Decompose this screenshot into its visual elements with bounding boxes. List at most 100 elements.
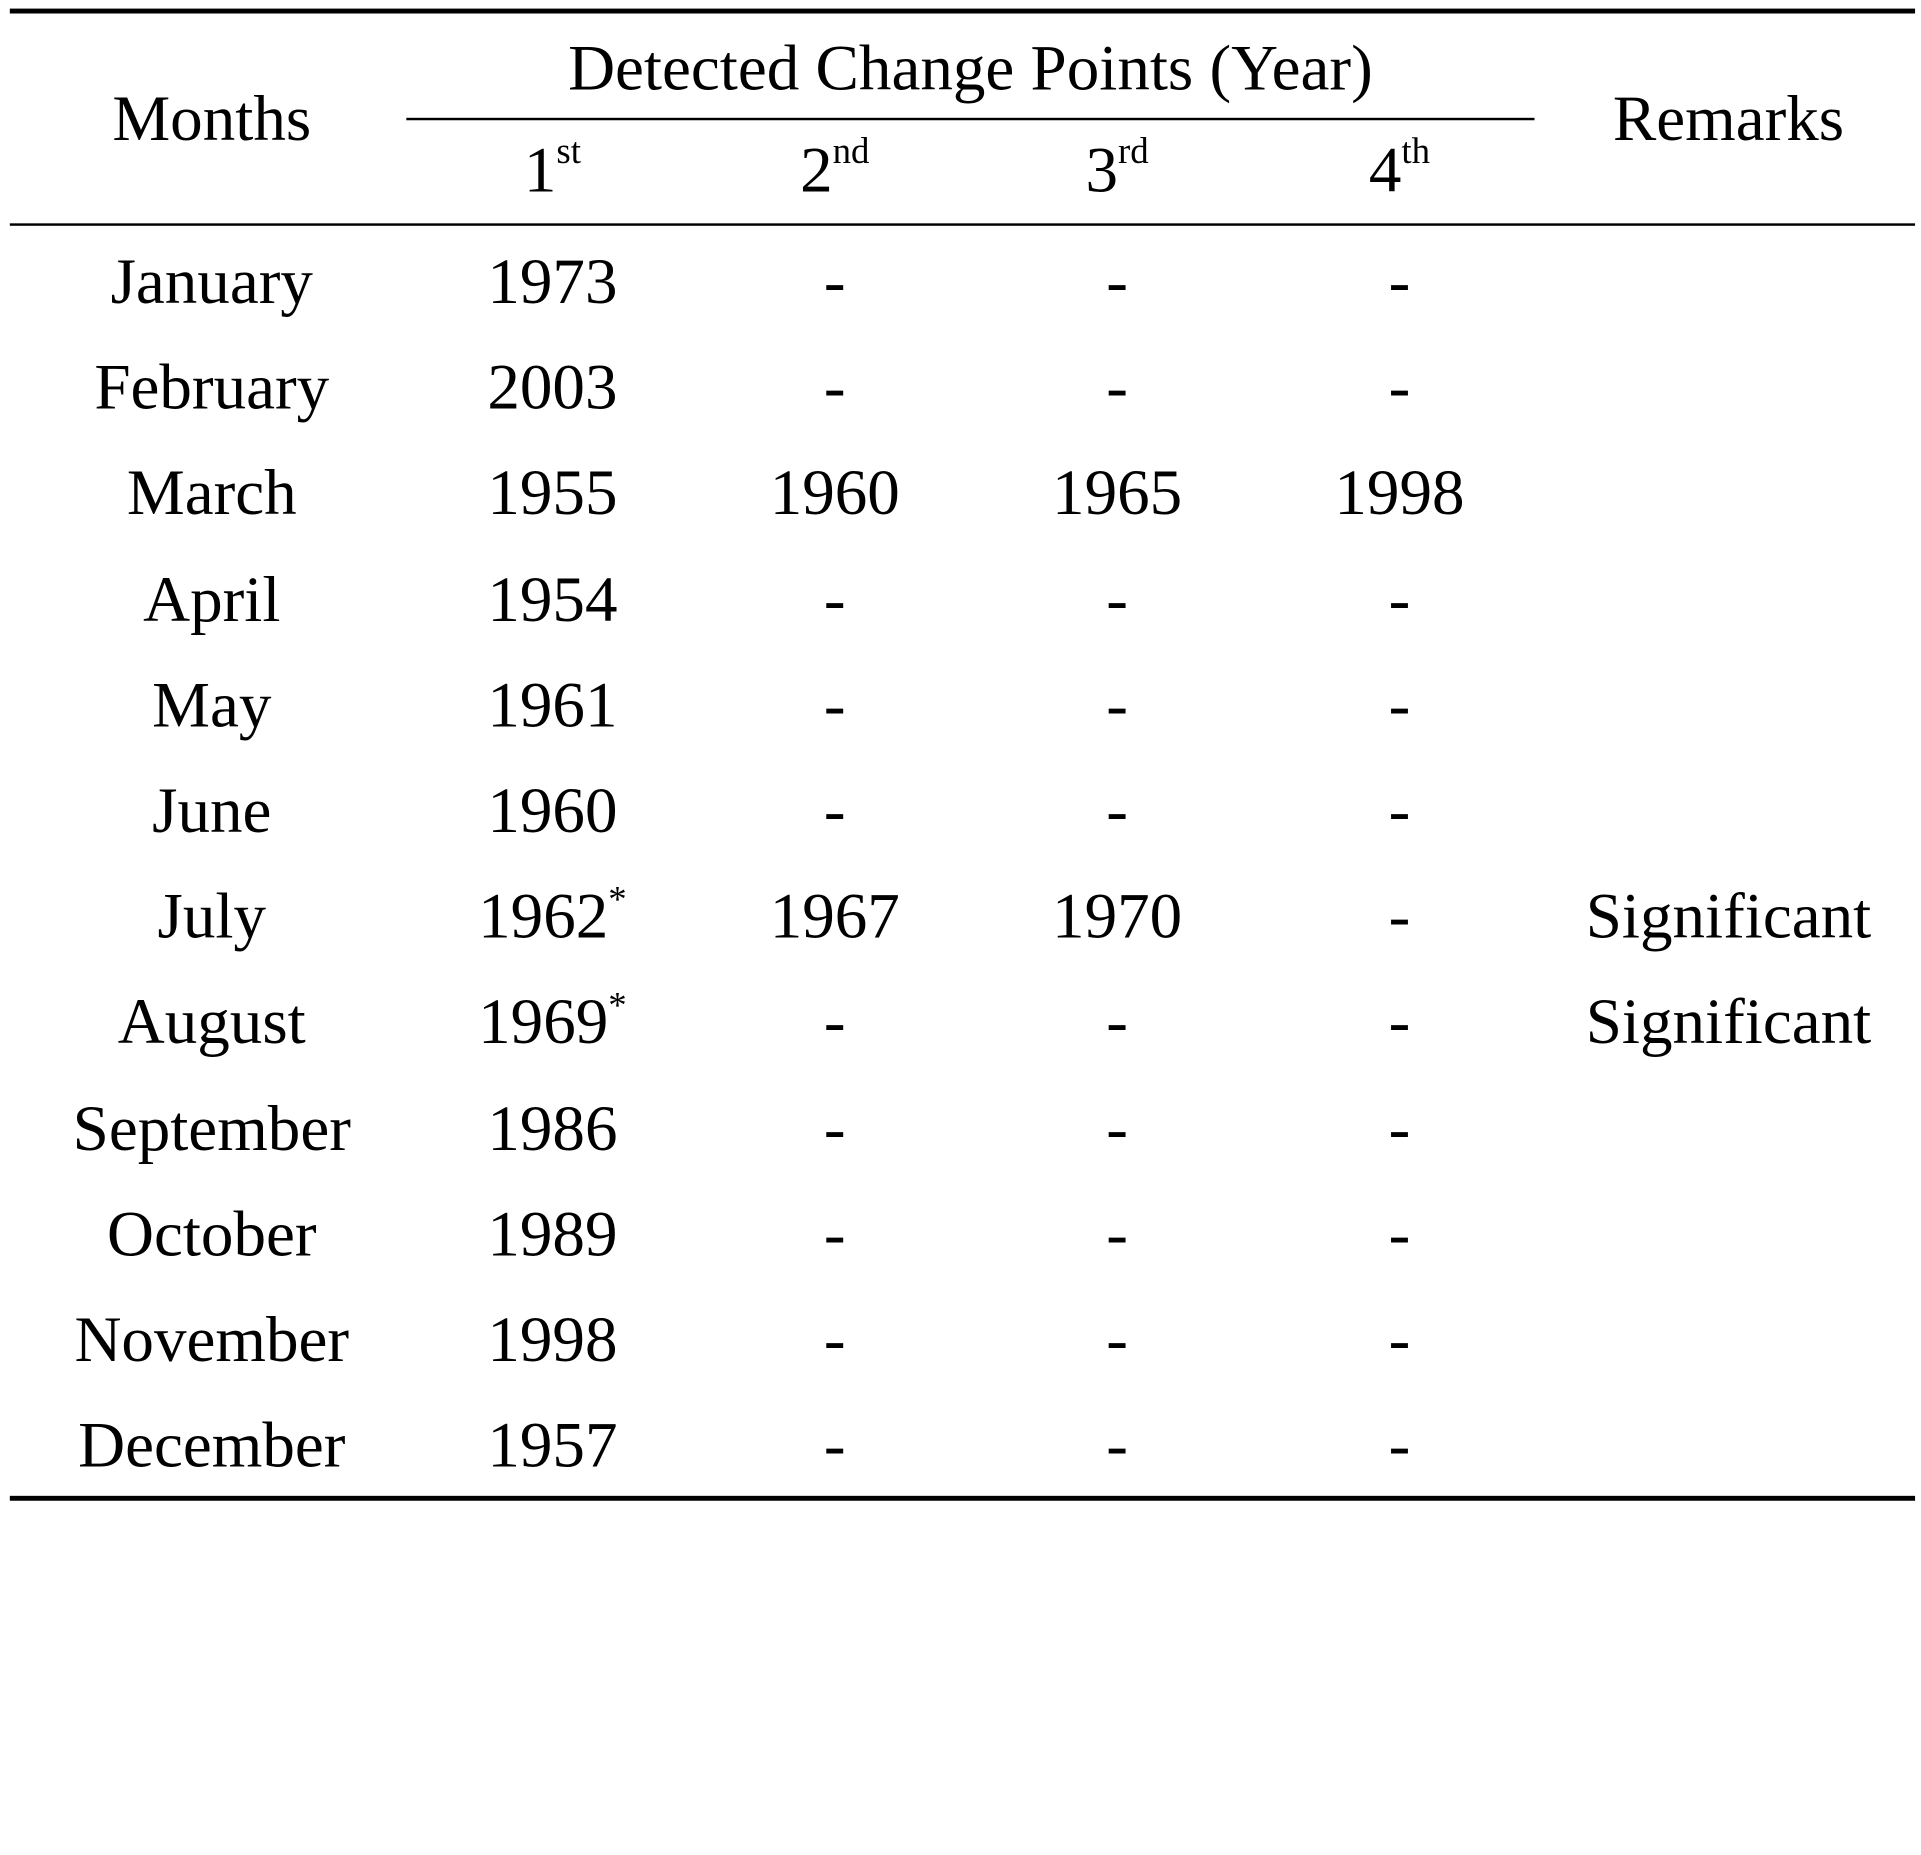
cell-2nd: - — [712, 1198, 958, 1272]
cell-3rd: - — [994, 1303, 1240, 1377]
cell-remarks-text: Significant — [1585, 986, 1872, 1058]
cell-4th: - — [1277, 1198, 1523, 1272]
cell-4th: - — [1277, 351, 1523, 425]
cell-2nd-text: - — [823, 1409, 846, 1482]
cell-month-text: July — [157, 881, 266, 953]
header-bottom-rule — [9, 223, 1916, 226]
cell-3rd-text: - — [1106, 1304, 1128, 1376]
header-remarks: Remarks — [1612, 83, 1845, 155]
cell-1st: 1960 — [430, 774, 676, 848]
cell-4th-text: - — [1388, 986, 1411, 1058]
cell-1st-text: 1955 — [487, 457, 618, 529]
cell-month-text: May — [152, 669, 272, 742]
cell-month-text: February — [94, 352, 330, 424]
cell-3rd: 1965 — [994, 456, 1240, 530]
cell-month: October — [49, 1198, 374, 1272]
header-detected-change-points: Detected Change Points (Year) — [568, 33, 1373, 105]
cell-2nd-text: - — [823, 1093, 846, 1165]
cell-2nd: - — [712, 1303, 958, 1377]
cell-1st-text: 1998 — [487, 1304, 618, 1376]
cell-remarks — [1559, 351, 1898, 425]
cell-month: November — [49, 1303, 374, 1377]
cell-2nd-text: - — [823, 775, 846, 847]
cell-month-text: December — [78, 1409, 346, 1482]
cell-2nd: - — [712, 245, 958, 319]
cell-remarks — [1559, 1198, 1898, 1272]
cell-4th: - — [1277, 880, 1523, 954]
cell-4th-text: - — [1388, 1198, 1411, 1271]
cell-3rd: - — [994, 563, 1240, 637]
cell-month: May — [49, 669, 374, 743]
cell-month-text: June — [152, 775, 272, 847]
cell-1st-text: 1986 — [487, 1093, 618, 1165]
cell-month-text: January — [110, 246, 313, 318]
cell-1st-text: 1961 — [487, 669, 618, 742]
header-3rd-suffix: rd — [1118, 131, 1149, 173]
cell-3rd: - — [994, 1198, 1240, 1272]
cell-month: April — [49, 563, 374, 637]
cell-4th-text: - — [1388, 352, 1411, 424]
cell-2nd: - — [712, 774, 958, 848]
cell-4th: - — [1277, 669, 1523, 743]
header-3rd-number: 3 — [1085, 134, 1119, 207]
cell-1st: 1955 — [430, 456, 676, 530]
cell-2nd-text: 1967 — [769, 881, 900, 953]
cell-3rd-text: - — [1106, 564, 1128, 636]
cell-3rd-text: - — [1106, 1409, 1128, 1482]
table-bottom-rule — [9, 1495, 1916, 1501]
cell-1st-text: 1960 — [487, 775, 618, 847]
cell-month-text: September — [72, 1093, 351, 1165]
cell-2nd-text: - — [823, 564, 846, 636]
header-group-rule — [406, 117, 1535, 121]
cell-3rd: - — [994, 669, 1240, 743]
significance-mark: * — [608, 985, 627, 1027]
cell-2nd-text: 1960 — [769, 457, 900, 529]
cell-4th-text: - — [1388, 564, 1411, 636]
cell-4th-text: - — [1388, 1409, 1411, 1482]
header-4th-suffix: th — [1401, 131, 1431, 173]
cell-remarks — [1559, 1409, 1898, 1483]
cell-month-text: August — [117, 986, 306, 1058]
cell-3rd-text: - — [1106, 986, 1128, 1058]
header-4th: 4th — [1277, 134, 1523, 208]
header-months: Months — [112, 83, 312, 155]
cell-1st: 1969* — [430, 985, 676, 1059]
cell-3rd: 1970 — [994, 880, 1240, 954]
cell-4th: - — [1277, 1303, 1523, 1377]
cell-remarks — [1559, 774, 1898, 848]
cell-month-text: October — [106, 1198, 317, 1271]
cell-1st-text: 1957 — [487, 1409, 618, 1482]
cell-month: August — [49, 985, 374, 1059]
cell-4th: - — [1277, 774, 1523, 848]
cell-2nd: - — [712, 351, 958, 425]
header-3rd: 3rd — [994, 134, 1240, 208]
cell-4th-text: - — [1388, 775, 1411, 847]
cell-3rd: - — [994, 1409, 1240, 1483]
cell-3rd: - — [994, 1092, 1240, 1166]
significance-mark: * — [608, 880, 627, 921]
cell-2nd-text: - — [823, 669, 846, 742]
cell-month: September — [49, 1092, 374, 1166]
cell-2nd: 1960 — [712, 456, 958, 530]
cell-remarks — [1559, 669, 1898, 743]
cell-remarks: Significant — [1559, 880, 1898, 954]
cell-month: January — [49, 245, 374, 319]
cell-1st: 1954 — [430, 563, 676, 637]
cell-1st-text: 1989 — [487, 1198, 618, 1271]
cell-4th: - — [1277, 1092, 1523, 1166]
cell-1st: 1989 — [430, 1198, 676, 1272]
header-2nd: 2nd — [712, 134, 958, 208]
cell-1st: 1961 — [430, 669, 676, 743]
cell-4th-text: - — [1388, 1304, 1411, 1376]
cell-4th: - — [1277, 563, 1523, 637]
cell-3rd-text: - — [1106, 1198, 1128, 1271]
cell-month: February — [49, 351, 374, 425]
cell-2nd: - — [712, 669, 958, 743]
cell-3rd-text: - — [1106, 352, 1128, 424]
cell-2nd: - — [712, 985, 958, 1059]
cell-2nd-text: - — [823, 1304, 846, 1376]
cell-1st: 1962* — [430, 880, 676, 954]
cell-remarks — [1559, 563, 1898, 637]
cell-2nd-text: - — [823, 1198, 846, 1271]
cell-1st-text: 1969 — [478, 986, 609, 1058]
